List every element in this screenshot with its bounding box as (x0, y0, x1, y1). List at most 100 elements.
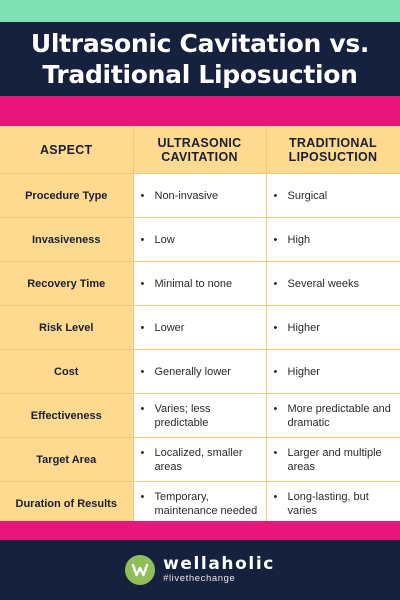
cell-ultrasonic: • Low (133, 217, 267, 262)
row-aspect-label: Risk Level (0, 305, 134, 350)
bullet-icon: • (273, 189, 278, 202)
header-ultrasonic-cavitation: ULTRASONIC CAVITATION (133, 126, 267, 174)
cell-traditional: • Several weeks (266, 261, 400, 306)
row-aspect-label: Target Area (0, 437, 134, 482)
bullet-icon: • (140, 490, 145, 503)
row-aspect-label: Duration of Results (0, 481, 134, 526)
cell-text: Localized, smaller areas (154, 446, 243, 473)
cell-ultrasonic: • Non-invasive (133, 173, 267, 218)
page-title: Ultrasonic Cavitation vs. Traditional Li… (0, 22, 400, 96)
bullet-icon: • (140, 321, 145, 334)
bullet-item: • Higher (274, 321, 396, 335)
bullet-icon: • (140, 402, 145, 415)
cell-text: Varies; less predictable (154, 402, 211, 429)
cell-ultrasonic: • Minimal to none (133, 261, 267, 306)
table-header-row: ASPECT ULTRASONIC CAVITATION TRADITIONAL… (0, 126, 400, 174)
brand-tagline: #livethechange (163, 573, 236, 584)
bullet-icon: • (273, 490, 278, 503)
bullet-icon: • (140, 277, 145, 290)
cell-traditional: • Larger and multiple areas (266, 437, 400, 482)
cell-text: Generally lower (154, 365, 231, 378)
bullet-icon: • (140, 233, 145, 246)
cell-traditional: • More predictable and dramatic (266, 393, 400, 438)
accent-band-top (0, 96, 400, 126)
bullet-item: • Long-lasting, but varies (274, 490, 396, 518)
title-line-1: Ultrasonic Cavitation vs. (30, 29, 370, 58)
bullet-item: • Varies; less predictable (141, 402, 262, 430)
cell-text: Lower (154, 321, 185, 334)
bullet-item: • Lower (141, 321, 262, 335)
bullet-item: • Low (141, 233, 262, 247)
table-row: Risk Level • Lower • Higher (0, 305, 400, 350)
bullet-icon: • (273, 402, 278, 415)
bullet-item: • Higher (274, 365, 396, 379)
cell-ultrasonic: • Generally lower (133, 349, 267, 394)
cell-text: Minimal to none (154, 277, 233, 290)
header-traditional-line2: LIPOSUCTION (288, 149, 378, 164)
bullet-icon: • (273, 233, 278, 246)
cell-text: Higher (287, 365, 320, 378)
table-row: Invasiveness • Low • High (0, 217, 400, 262)
cell-traditional: • Long-lasting, but varies (266, 481, 400, 526)
bullet-icon: • (273, 321, 278, 334)
comparison-table: ASPECT ULTRASONIC CAVITATION TRADITIONAL… (0, 126, 400, 526)
cell-text: More predictable and dramatic (287, 402, 391, 429)
header-aspect: ASPECT (0, 126, 134, 174)
top-accent-strip (0, 0, 400, 22)
cell-text: Several weeks (287, 277, 360, 290)
cell-text: Non-invasive (154, 189, 219, 202)
bullet-item: • More predictable and dramatic (274, 402, 396, 430)
table-row: Procedure Type • Non-invasive • Surgical (0, 173, 400, 218)
bullet-icon: • (273, 277, 278, 290)
cell-text: Temporary, maintenance needed (154, 490, 258, 517)
table-body: Procedure Type • Non-invasive • Surgical Inva… (0, 173, 400, 526)
cell-text: Surgical (287, 189, 328, 202)
brand-footer: wellaholic #livethechange (0, 540, 400, 600)
bullet-item: • Non-invasive (141, 189, 262, 203)
table-row: Effectiveness • Varies; less predictable • M… (0, 393, 400, 438)
row-aspect-label: Procedure Type (0, 173, 134, 218)
table-row: Cost • Generally lower • Higher (0, 349, 400, 394)
cell-text: Long-lasting, but varies (287, 490, 369, 517)
bullet-item: • Minimal to none (141, 277, 262, 291)
cell-traditional: • Surgical (266, 173, 400, 218)
cell-text: Larger and multiple areas (287, 446, 382, 473)
cell-text: Higher (287, 321, 320, 334)
row-aspect-label: Effectiveness (0, 393, 134, 438)
header-ultrasonic-line1: ULTRASONIC (157, 135, 242, 150)
cell-traditional: • Higher (266, 349, 400, 394)
bullet-icon: • (273, 446, 278, 459)
cell-ultrasonic: • Lower (133, 305, 267, 350)
bullet-item: • High (274, 233, 396, 247)
bullet-icon: • (140, 189, 145, 202)
title-line-2: Traditional Liposuction (42, 60, 358, 89)
leaf-w-logo-icon (125, 555, 156, 585)
accent-band-bottom (0, 521, 400, 540)
table-row: Recovery Time • Minimal to none • Several we… (0, 261, 400, 306)
cell-ultrasonic: • Localized, smaller areas (133, 437, 267, 482)
header-ultrasonic-line2: CAVITATION (161, 149, 238, 164)
bullet-icon: • (140, 446, 145, 459)
brand-text: wellaholic #livethechange (163, 555, 275, 585)
bullet-icon: • (273, 365, 278, 378)
cell-ultrasonic: • Varies; less predictable (133, 393, 267, 438)
brand-name: wellaholic (163, 554, 275, 574)
row-aspect-label: Invasiveness (0, 217, 134, 262)
bullet-item: • Localized, smaller areas (141, 446, 262, 474)
bullet-icon: • (140, 365, 145, 378)
bullet-item: • Several weeks (274, 277, 396, 291)
row-aspect-label: Recovery Time (0, 261, 134, 306)
bullet-item: • Generally lower (141, 365, 262, 379)
table-row: Target Area • Localized, smaller areas • Lar… (0, 437, 400, 482)
bullet-item: • Temporary, maintenance needed (141, 490, 262, 518)
cell-traditional: • Higher (266, 305, 400, 350)
cell-text: High (287, 233, 311, 246)
header-traditional-liposuction: TRADITIONAL LIPOSUCTION (266, 126, 400, 174)
bullet-item: • Surgical (274, 189, 396, 203)
cell-traditional: • High (266, 217, 400, 262)
leaf-w-glyph-icon (131, 563, 149, 577)
cell-text: Low (154, 233, 175, 246)
row-aspect-label: Cost (0, 349, 134, 394)
bullet-item: • Larger and multiple areas (274, 446, 396, 474)
header-traditional-line1: TRADITIONAL (288, 135, 377, 150)
